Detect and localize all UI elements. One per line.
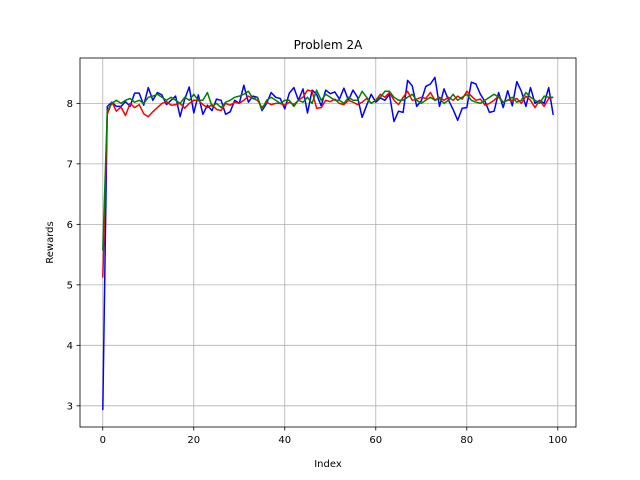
x-axis-label: Index — [314, 459, 342, 470]
x-tick-label: 0 — [100, 435, 106, 446]
plot-frame — [79, 57, 577, 428]
y-tick-label: 8 — [67, 99, 73, 110]
series-line-3 — [102, 89, 554, 251]
y-tick-label: 3 — [67, 401, 73, 412]
series-line-1 — [102, 76, 554, 411]
x-tick-label: 20 — [187, 435, 200, 446]
tick-layer: 0 20 40 60 80 100 3 4 5 6 7 8 — [67, 99, 568, 446]
x-tick-label: 100 — [548, 435, 567, 446]
x-tick-label: 80 — [460, 435, 473, 446]
y-tick-label: 6 — [67, 220, 73, 231]
series-layer — [102, 76, 554, 411]
y-tick-label: 5 — [67, 280, 73, 291]
y-axis-label: Rewards — [45, 221, 56, 263]
y-tick-label: 7 — [67, 159, 73, 170]
y-tick-label: 4 — [67, 341, 73, 352]
series-line-2 — [102, 89, 554, 278]
x-tick-label: 60 — [369, 435, 382, 446]
chart-title: Problem 2A — [294, 38, 364, 52]
x-tick-label: 40 — [278, 435, 291, 446]
